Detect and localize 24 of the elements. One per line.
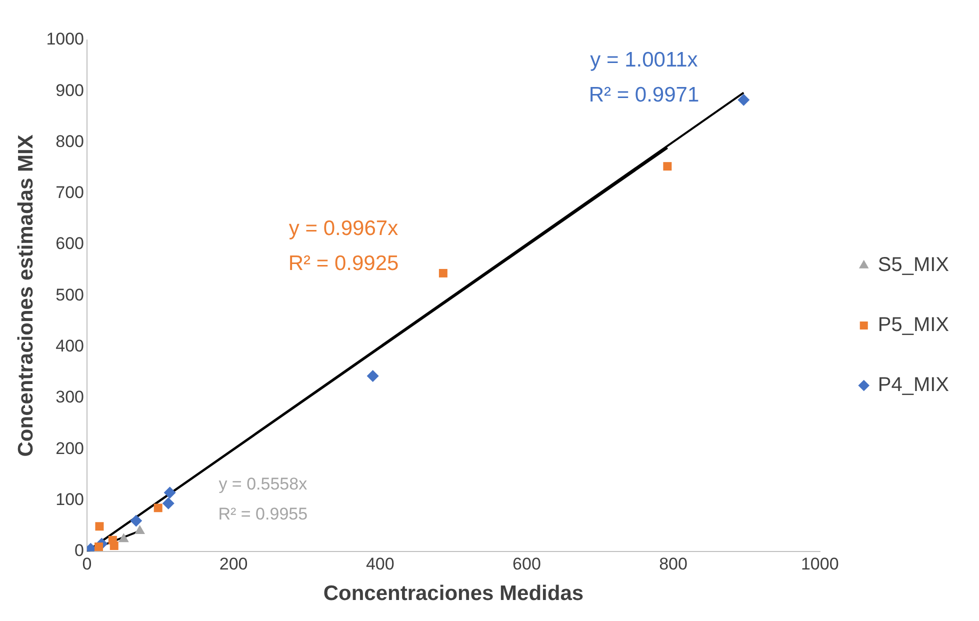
y-tick-label: 300 [56,388,84,407]
x-axis-title: Concentraciones Medidas [323,582,584,606]
y-tick-label: 500 [56,285,84,304]
x-tick-label: 400 [366,554,394,574]
x-tick-label: 600 [512,554,541,574]
y-tick-label: 100 [56,490,84,509]
x-tick-label: 1000 [800,554,839,574]
y-axis-title: Concentraciones estimadas MIX [14,134,38,457]
legend-label: P4_MIX [878,374,950,396]
annotation: y = 0.5558x R² = 0.9955 [218,474,308,524]
y-tick-label: 900 [56,80,84,100]
legend-label: P5_MIX [878,314,950,336]
x-tick-label: 200 [219,554,248,574]
annotation: y = 0.9967x R² = 0.9925 [288,217,399,276]
x-tick-label: 800 [659,554,688,574]
y-tick-label: 200 [56,438,84,458]
annotation: y = 1.0011x R² = 0.9971 [588,48,700,106]
y-tick-label: 0 [74,541,84,560]
legend-label: S5_MIX [878,254,950,276]
y-tick-label: 600 [56,234,84,254]
y-tick-label: 1000 [46,30,84,49]
y-tick-label: 700 [56,183,84,202]
y-tick-label: 400 [56,336,84,356]
y-tick-label: 800 [56,132,84,151]
